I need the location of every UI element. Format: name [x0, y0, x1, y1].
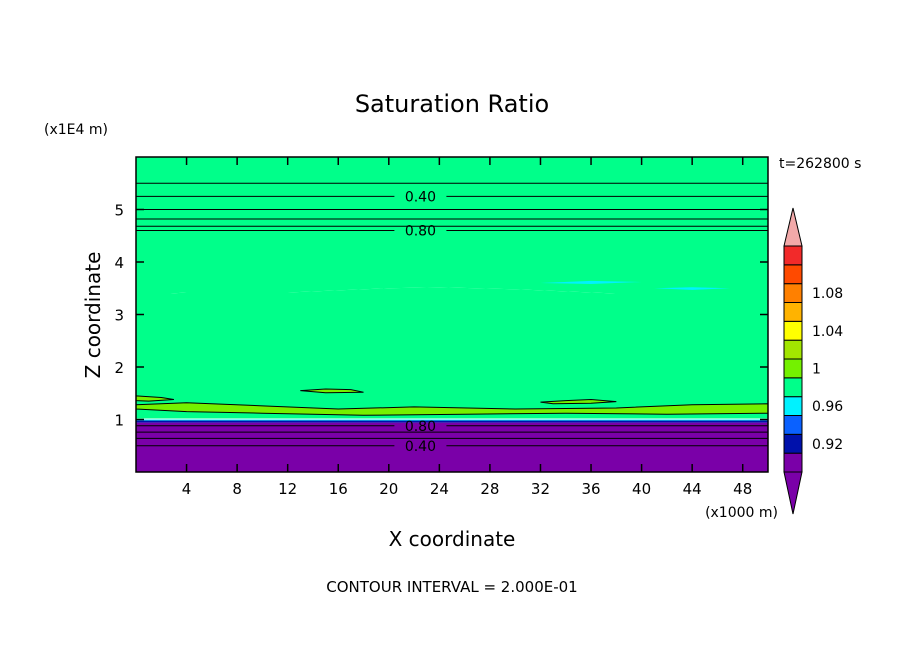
x-tick-label-1: 8: [232, 480, 242, 498]
band-lower-2: [136, 420, 768, 423]
x-tick-label-0: 4: [182, 480, 192, 498]
colorbar: 0.92 0.96 1 1.04 1.08: [783, 207, 843, 515]
x-tick-label-10: 44: [683, 480, 702, 498]
colorbar-swatch-0: [783, 452, 803, 473]
colorbar-label-0: 0.92: [812, 437, 843, 453]
supersaturated-patch-0: [136, 402, 768, 416]
contour-labels: 0.40 0.80 0.80 0.40: [405, 189, 436, 454]
colorbar-swatch-7: [783, 320, 803, 341]
contour-label-2: 0.80: [405, 419, 436, 435]
contour-label-1: 0.80: [405, 224, 436, 240]
contour-interval-footer: CONTOUR INTERVAL = 2.000E-01: [326, 578, 577, 596]
colorbar-swatch-4: [783, 377, 803, 398]
band-lower-1: [136, 419, 768, 421]
colorbar-swatch-1: [783, 433, 803, 454]
colorbar-label-2: 1: [812, 361, 821, 377]
colorbar-swatch-3: [783, 396, 803, 416]
y-tick-label-4: 5: [114, 202, 124, 220]
colorbar-swatch-11: [783, 245, 803, 266]
y-tick-label-1: 2: [114, 359, 124, 377]
y-axis-label: Z coordinate: [81, 252, 105, 379]
x-tick-label-4: 20: [379, 480, 398, 498]
colorbar-label-1: 0.96: [812, 399, 843, 415]
y-axis: 1 2 3 4 5: [114, 202, 768, 430]
x-axis: 4 8 12 16 20 24 28 32 36 40 44 48: [182, 157, 752, 498]
supersaturated-patch-1: [136, 395, 175, 402]
band-upper-3: [136, 157, 768, 298]
x-tick-label-9: 40: [632, 480, 651, 498]
y-tick-label-3: 4: [114, 254, 124, 272]
supersaturated-patch-2: [300, 388, 364, 394]
band-main-green: [136, 287, 768, 419]
x-tick-label-6: 28: [480, 480, 499, 498]
x-tick-label-5: 24: [430, 480, 449, 498]
contour-plot-area: [136, 157, 768, 472]
y-unit-label: (x1E4 m): [44, 122, 108, 138]
contour-label-0: 0.40: [405, 189, 436, 205]
chart-title: Saturation Ratio: [355, 90, 549, 118]
colorbar-label-3: 1.04: [812, 324, 843, 340]
cyan-streak-0: [540, 280, 642, 285]
x-unit-label: (x1000 m): [705, 505, 778, 521]
colorbar-swatch-6: [783, 339, 803, 360]
x-tick-label-7: 32: [531, 480, 550, 498]
colorbar-swatch-9: [783, 283, 803, 303]
band-lower-3: [136, 422, 768, 472]
contour-label-3: 0.40: [405, 439, 436, 455]
x-tick-label-8: 36: [581, 480, 600, 498]
colorbar-label-4: 1.08: [812, 286, 843, 302]
y-tick-label-2: 3: [114, 307, 124, 325]
time-label: t=262800 s: [779, 156, 861, 172]
x-axis-label: X coordinate: [389, 527, 516, 551]
x-tick-label-3: 16: [329, 480, 348, 498]
contour-lines: [136, 182, 768, 447]
colorbar-swatch-5: [783, 358, 803, 379]
colorbar-swatch-2: [783, 415, 803, 435]
cyan-streak-1: [654, 287, 731, 290]
x-tick-label-2: 12: [278, 480, 297, 498]
colorbar-over-arrow: [783, 207, 803, 247]
supersaturated-patch-3: [540, 399, 617, 405]
colorbar-swatch-10: [783, 264, 803, 285]
x-tick-label-11: 48: [733, 480, 752, 498]
colorbar-under-arrow: [783, 471, 803, 515]
colorbar-swatch-8: [783, 302, 803, 322]
y-tick-label-0: 1: [114, 412, 124, 430]
